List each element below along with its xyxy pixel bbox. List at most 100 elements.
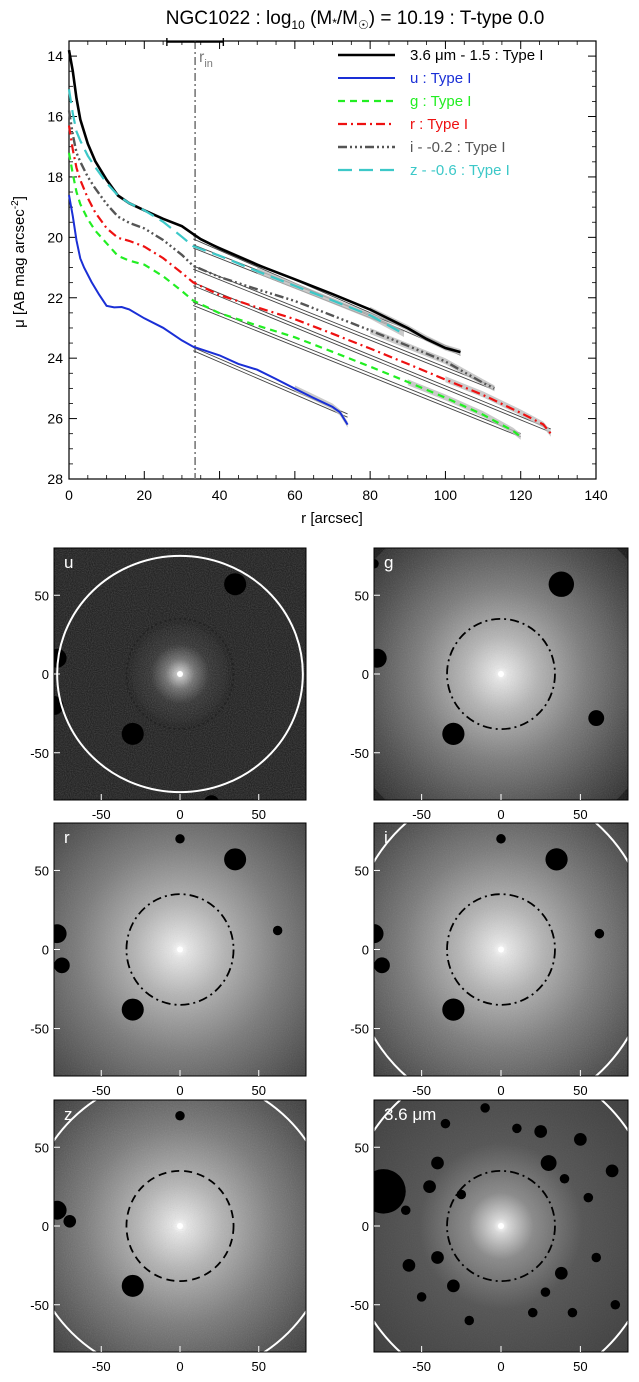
plot-title-part: NGC1022 : log [166,8,292,29]
masked-source [548,571,575,597]
masked-source [431,1156,444,1170]
panel-x-tick-label: 0 [176,1359,183,1374]
masked-source [374,558,379,569]
panel-x-tick-label: -50 [92,1359,111,1374]
profile-plot: NGC1022 : log10 (M*/M☉) = 10.19 : T-type… [10,8,608,527]
image-panel-2: r 50 0 -50 -50 0 50 [30,822,307,1098]
panel-x-tick-label: 0 [176,1083,183,1098]
image-panel-3: i 50 0 -50 -50 0 50 [350,822,629,1098]
masked-source [545,848,568,871]
profile-curve-u [68,194,349,426]
panel-y-tick-label: 50 [355,588,369,603]
y-axis-label: μ [AB mag arcsec-2] [10,196,28,328]
legend-label-r: r : Type I [410,116,468,133]
masked-source [496,834,506,844]
masked-source [54,957,70,974]
masked-source [402,1259,416,1272]
panel-x-tick-label: -50 [412,807,431,822]
masked-source [423,1180,436,1193]
fit-lines [193,235,551,438]
plot-title-star: * [332,16,337,30]
x-axis-label: r [arcsec] [301,510,363,527]
masked-source [480,1103,490,1113]
x-tick-label: 140 [584,487,608,503]
panel-band-label: r [64,828,70,847]
masked-source [574,1133,587,1146]
masked-source [605,1164,619,1178]
fit-line [193,268,495,391]
inner-ellipse [446,893,556,1006]
galaxy-nucleus [498,671,504,677]
panel-band-label: i [384,828,388,847]
panel-y-tick-label: 50 [35,1140,49,1155]
profile-curve-r [67,125,552,435]
profile-curves [67,49,552,440]
panel-y-tick-label: 50 [35,863,49,878]
panel-y-tick-label: 0 [42,1219,49,1234]
fit-line [193,304,521,438]
masked-source [204,795,219,800]
masked-source [554,1266,568,1280]
y-tick-label: 22 [47,290,63,306]
x-tick-label: 80 [362,487,378,503]
r-in-label: rin [199,49,213,70]
panel-y-tick-label: 0 [42,667,49,682]
y-tick-label: 20 [47,229,63,245]
y-axis-label-end: ] [11,196,28,200]
masked-source [559,1173,570,1184]
profile-error-band [407,379,521,440]
inner-ellipse [125,1169,235,1283]
panel-y-tick-label: 0 [362,1219,369,1234]
masked-source [374,648,387,668]
fit-line [193,282,551,430]
panel-y-tick-label: -50 [30,1298,49,1313]
profile-curve-i [67,110,495,390]
legend-label-i: i - -0.2 : Type I [410,139,506,156]
image-panel-0: u 50 0 -50 -50 0 50 [30,547,307,822]
masked-source [440,1118,451,1129]
x-axis-ticks: 0 20 40 60 80 100 120 140 [65,41,608,503]
panel-band-label: g [384,553,393,572]
x-tick-label: 100 [434,487,458,503]
masked-source [374,924,384,944]
masked-source [374,957,390,974]
image-panel-1: g 50 0 -50 -50 0 50 [350,547,629,822]
panel-y-tick-label: 50 [35,588,49,603]
x-tick-label: 120 [509,487,533,503]
masked-source [456,1189,467,1200]
fit-line [193,301,521,435]
plot-title-end: ) = 10.19 : T-type 0.0 [369,8,545,29]
y-tick-label: 24 [47,350,63,366]
inner-ellipse [446,617,556,731]
y-tick-label: 16 [47,109,63,125]
panel-x-tick-label: 50 [573,807,587,822]
masked-source [588,710,605,727]
profile-curve-black [67,49,461,354]
plot-title-sun: ☉ [358,18,369,32]
legend-label-g: g : Type I [410,93,471,110]
y-axis-label-sup: -2 [10,200,21,209]
masked-source [442,998,465,1021]
masked-source [175,834,185,844]
y-tick-label: 26 [47,411,63,427]
inner-ellipse [125,617,235,731]
masked-source [527,1307,538,1318]
galaxy-nucleus [498,946,504,953]
masked-source [431,1251,444,1264]
masked-source [447,1279,460,1293]
masked-source [175,1111,185,1121]
plot-title: NGC1022 : log10 (M*/M☉) = 10.19 : T-type… [166,8,545,32]
profile-error-band [257,267,404,337]
panel-band-label: u [64,553,73,572]
masked-source [54,1200,67,1220]
plot-title-part2: (M [305,8,332,29]
masked-source [610,1299,621,1310]
x-tick-label: 40 [212,487,228,503]
masked-source [464,1315,475,1326]
masked-source [400,1205,411,1216]
masked-source [121,998,144,1021]
panel-x-tick-label: 50 [252,1083,266,1098]
panel-x-tick-label: 50 [573,1083,587,1098]
